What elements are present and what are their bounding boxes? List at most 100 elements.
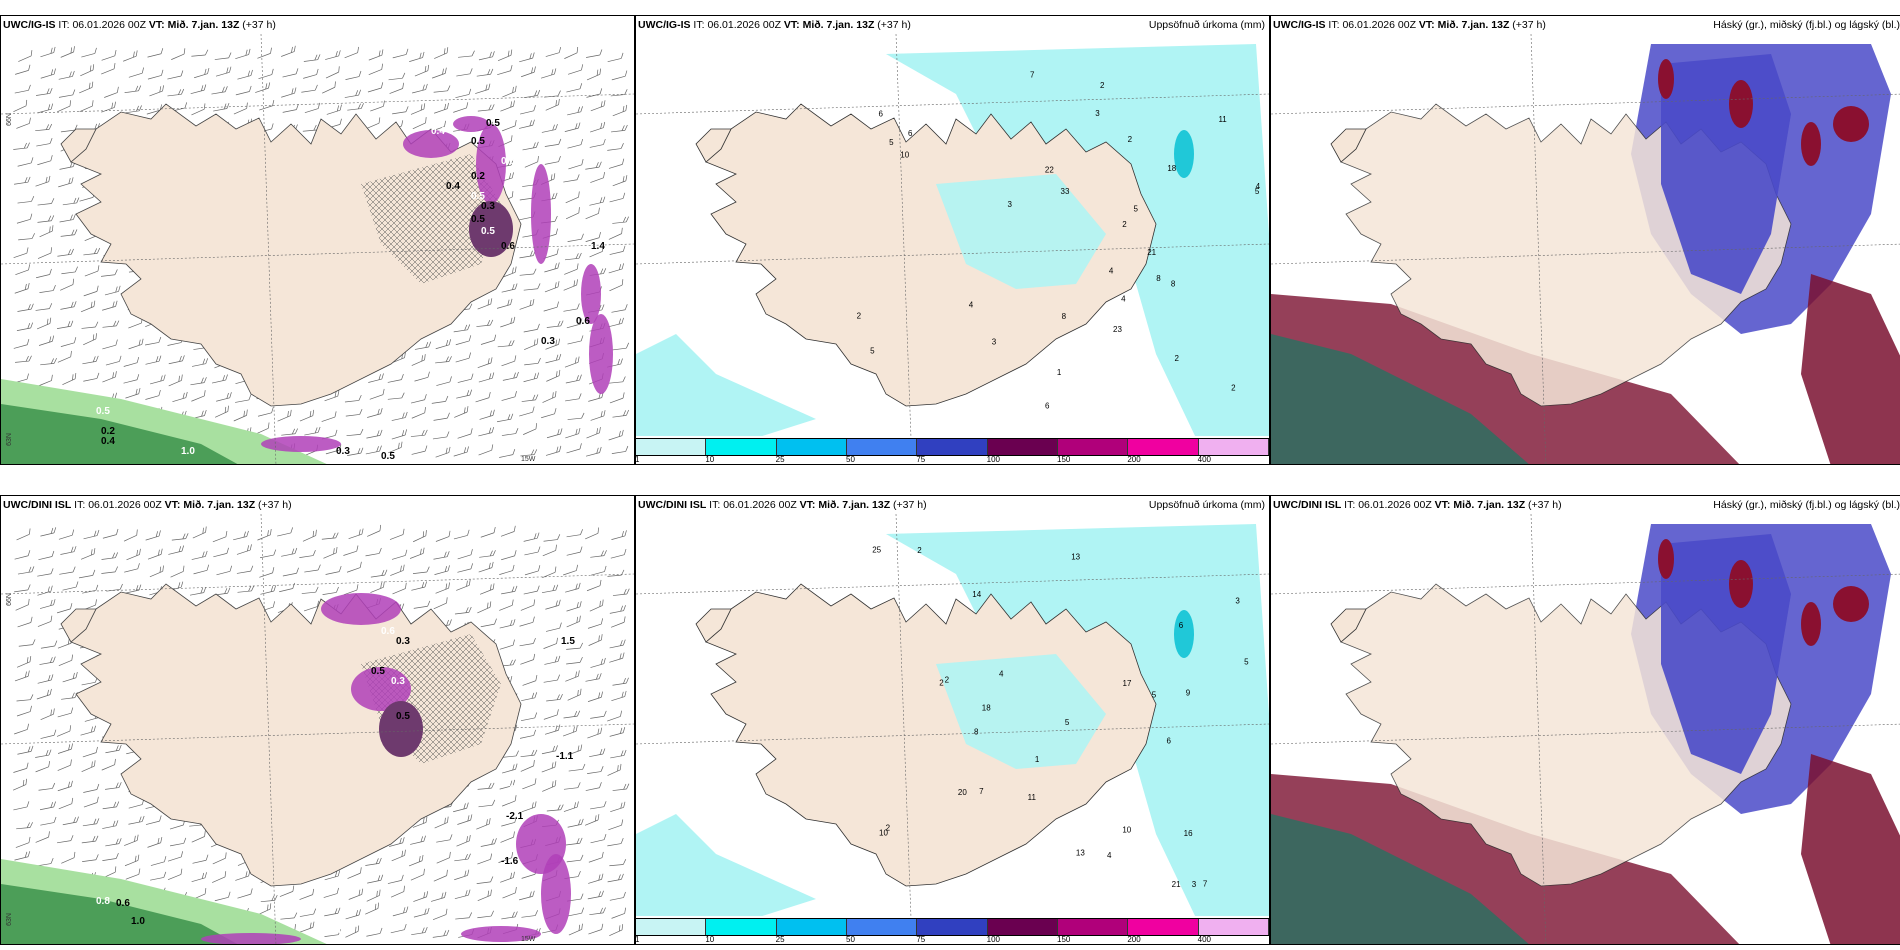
wind-barb: [458, 50, 475, 58]
wind-barb: [563, 801, 579, 812]
wind-barb: [543, 301, 559, 312]
wind-barb: [212, 852, 227, 865]
wind-barb: [39, 656, 56, 665]
map-canvas: 0.60.30.50.30.5-1.1-2.3-2.1-1.60.8 0.61.0…: [1, 514, 634, 944]
map-panel-6: UWC/DINI ISL IT: 06.01.2026 00Z VT: Mið.…: [1270, 495, 1900, 945]
wind-barb: [190, 84, 207, 95]
wind-barb: [282, 103, 299, 113]
wind-barb: [125, 584, 142, 594]
wind-barb: [610, 548, 627, 559]
wind-barb: [566, 529, 583, 538]
westfjords-land: [695, 128, 732, 163]
wind-barb: [590, 657, 606, 668]
wind-barb: [299, 908, 317, 917]
precip-value-label: 3: [1095, 109, 1100, 118]
wind-barb: [455, 335, 472, 346]
wind-barb: [567, 412, 585, 420]
wind-barb: [541, 123, 558, 133]
wind-barb: [590, 710, 607, 719]
init-time: 06.01.2026 00Z: [707, 19, 781, 31]
wind-barb: [564, 252, 582, 261]
wind-barb: [502, 266, 517, 278]
wind-barb: [519, 298, 535, 310]
wind-barb: [101, 62, 116, 75]
panel-title: UWC/IG-IS IT: 06.01.2026 00Z VT: Mið. 7.…: [1273, 19, 1546, 31]
precip-value-label: 2: [1231, 383, 1236, 392]
wind-value-label: 0.5: [371, 666, 385, 677]
wind-barb: [83, 247, 101, 256]
wind-barb: [101, 269, 118, 277]
wind-barb: [477, 357, 493, 369]
wind-barb: [524, 565, 541, 576]
westfjords-land: [60, 608, 97, 643]
wind-barb: [475, 83, 491, 94]
precip-value-label: 13: [1076, 849, 1085, 858]
wind-barb: [58, 654, 74, 666]
wind-barb: [57, 780, 73, 792]
wind-barb: [391, 429, 407, 440]
wind-barb: [568, 159, 584, 170]
wind-value-label: 0.5: [471, 214, 485, 225]
colorbar-cell: [846, 439, 918, 455]
wind-barb: [347, 447, 364, 456]
wind-barb: [588, 634, 603, 646]
wind-barb: [81, 47, 97, 58]
wind-barb: [123, 529, 138, 542]
wind-barb: [101, 101, 116, 113]
wind-barb: [432, 929, 450, 938]
wind-barb: [611, 124, 628, 133]
wind-barb: [414, 64, 430, 77]
wind-barb: [216, 392, 232, 402]
wind-barb: [387, 392, 405, 400]
wind-barb: [366, 889, 381, 902]
init-time: 06.01.2026 00Z: [88, 499, 162, 511]
wind-barb: [567, 233, 584, 242]
precip-purple-area: [453, 116, 489, 132]
wind-barb: [607, 837, 624, 847]
wind-barb: [567, 744, 583, 756]
wind-barb: [608, 429, 624, 441]
wind-barb: [233, 530, 249, 541]
precip-value-label: 2: [857, 312, 862, 321]
wind-barb: [150, 856, 167, 866]
wind-barb: [193, 564, 210, 575]
wind-barb: [62, 197, 80, 206]
wind-barb: [586, 68, 601, 81]
wind-barb: [545, 445, 562, 456]
wind-barb: [390, 924, 407, 934]
panel-title: UWC/IG-IS IT: 06.01.2026 00Z VT: Mið. 7.…: [638, 19, 911, 31]
wind-barb: [585, 446, 602, 457]
wind-barb: [544, 655, 561, 665]
wind-barb: [105, 838, 122, 847]
wind-barb: [546, 428, 563, 439]
wind-barb: [15, 598, 30, 611]
wind-barb: [101, 50, 117, 61]
wind-barb: [260, 585, 277, 595]
wind-barb: [413, 600, 431, 609]
wind-barb: [172, 391, 188, 403]
wind-barb: [322, 586, 339, 595]
wind-barb: [57, 835, 74, 844]
lead-time: (+37 h): [893, 499, 927, 511]
precip-dark-green-area: [1, 884, 238, 944]
wind-barb: [303, 600, 319, 612]
wind-barb: [326, 104, 342, 115]
precip-value-label: 8: [1171, 279, 1176, 288]
wind-barb: [35, 749, 52, 758]
precip-dark-area: [379, 701, 423, 757]
wind-barb: [568, 923, 583, 936]
wind-barb: [40, 68, 56, 79]
wind-barb: [500, 316, 516, 328]
wind-barb: [60, 278, 75, 291]
wind-barb: [102, 371, 117, 383]
wind-barb: [563, 710, 581, 719]
wind-barb: [414, 341, 432, 350]
mid-cloud-area-land: [1661, 534, 1791, 774]
it-label: IT:: [1328, 19, 1340, 31]
wind-barb: [17, 195, 35, 204]
wind-barb: [59, 213, 76, 223]
wind-barb: [567, 335, 584, 345]
wind-barb: [147, 548, 163, 560]
wind-barb: [79, 100, 94, 112]
wind-barb: [101, 552, 119, 560]
